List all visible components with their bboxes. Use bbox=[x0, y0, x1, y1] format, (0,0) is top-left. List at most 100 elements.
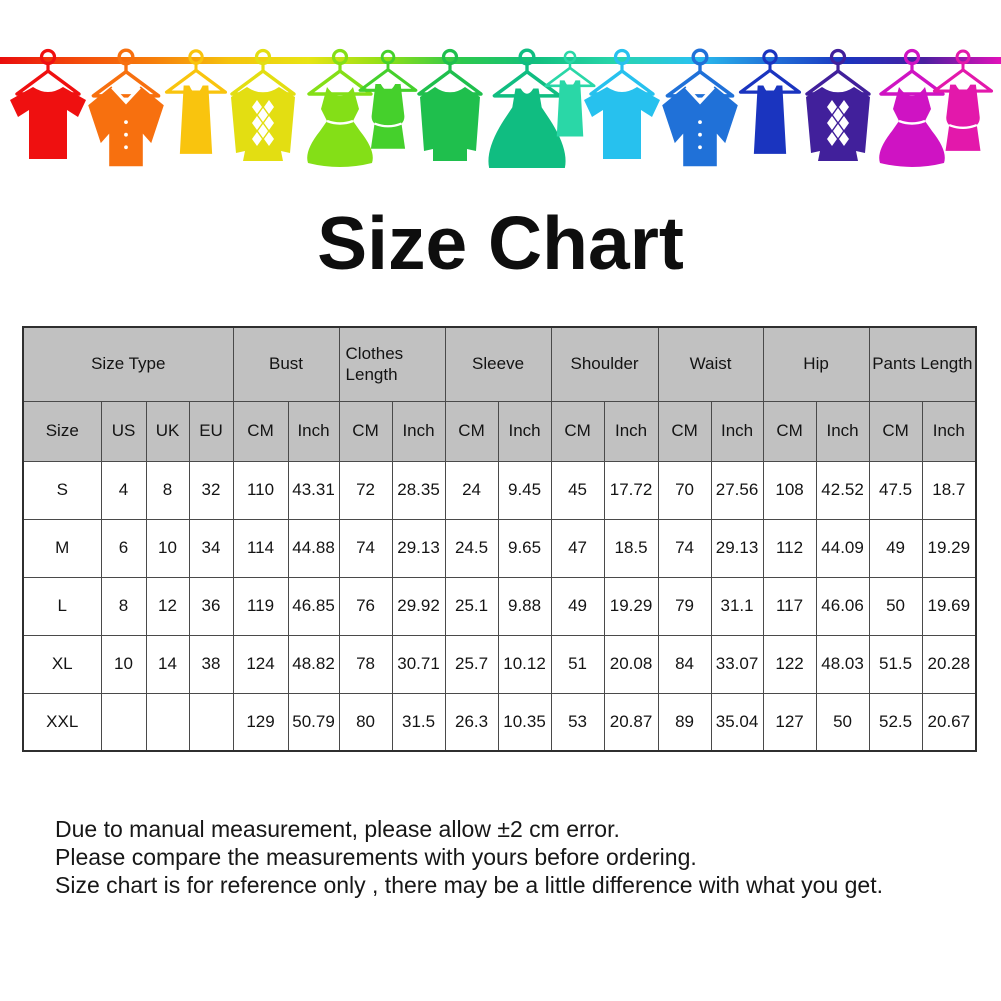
unit-header: Inch bbox=[603, 400, 659, 462]
value-cell: 20.28 bbox=[921, 634, 977, 694]
value-cell: 48.03 bbox=[815, 634, 870, 694]
value-cell: 6 bbox=[100, 518, 147, 578]
argyle-sweater-icon bbox=[231, 51, 295, 162]
value-cell: 4 bbox=[100, 460, 147, 520]
note-line: Please compare the measurements with you… bbox=[55, 844, 697, 870]
value-cell: 24.5 bbox=[444, 518, 499, 578]
table-row: S 4 8 32 110 43.31 72 28.35 24 9.45 45 17.72 70 27.56… bbox=[22, 460, 977, 520]
value-cell: 108 bbox=[762, 460, 817, 520]
value-cell: 36 bbox=[188, 576, 234, 636]
value-cell: 89 bbox=[657, 692, 712, 752]
value-cell: 46.06 bbox=[815, 576, 870, 636]
tshirt-icon bbox=[10, 51, 86, 160]
value-cell: 45 bbox=[550, 460, 605, 520]
mini-dress-icon bbox=[360, 51, 416, 149]
value-cell: 12 bbox=[145, 576, 190, 636]
table-row: L 8 12 36 119 46.85 76 29.92 25.1 9.88 49 19.29 79 31… bbox=[22, 576, 977, 636]
value-cell: 112 bbox=[762, 518, 817, 578]
unit-header: Inch bbox=[815, 400, 870, 462]
value-cell: 110 bbox=[232, 460, 289, 520]
value-cell: 17.72 bbox=[603, 460, 659, 520]
size-label-cell: M bbox=[22, 518, 102, 578]
tank-top-icon bbox=[741, 51, 800, 154]
value-cell: 10 bbox=[145, 518, 190, 578]
value-cell: 47.5 bbox=[868, 460, 923, 520]
value-cell: 44.09 bbox=[815, 518, 870, 578]
value-cell: 25.7 bbox=[444, 634, 499, 694]
column-group-header: Sleeve bbox=[444, 326, 552, 402]
value-cell: 42.52 bbox=[815, 460, 870, 520]
value-cell: 49 bbox=[550, 576, 605, 636]
value-cell: 79 bbox=[657, 576, 712, 636]
note-line: Due to manual measurement, please allow … bbox=[55, 816, 620, 842]
unit-header: Inch bbox=[921, 400, 977, 462]
value-cell: 72 bbox=[338, 460, 393, 520]
value-cell: 10.12 bbox=[497, 634, 552, 694]
table-row: M 6 10 34 114 44.88 74 29.13 24.5 9.65 47 18.5 74 29.… bbox=[22, 518, 977, 578]
value-cell: 10 bbox=[100, 634, 147, 694]
size-label-cell: S bbox=[22, 460, 102, 520]
value-cell: 19.69 bbox=[921, 576, 977, 636]
value-cell: 35.04 bbox=[710, 692, 764, 752]
argyle-sweater-icon bbox=[806, 51, 870, 162]
value-cell: 84 bbox=[657, 634, 712, 694]
value-cell: 18.7 bbox=[921, 460, 977, 520]
unit-header: CM bbox=[868, 400, 923, 462]
value-cell: 20.87 bbox=[603, 692, 659, 752]
size-label-cell: XXL bbox=[22, 692, 102, 752]
value-cell: 49 bbox=[868, 518, 923, 578]
value-cell: 70 bbox=[657, 460, 712, 520]
table-row: XXL 129 50.79 80 31.5 26.3 10.35 53 20.87 89 35.04… bbox=[22, 692, 977, 752]
vneck-dress-icon bbox=[879, 51, 945, 168]
unit-header: CM bbox=[550, 400, 605, 462]
unit-header: Inch bbox=[391, 400, 446, 462]
value-cell: 19.29 bbox=[603, 576, 659, 636]
value-cell: 27.56 bbox=[710, 460, 764, 520]
size-label-cell: XL bbox=[22, 634, 102, 694]
value-cell: 24 bbox=[444, 460, 499, 520]
unit-header: CM bbox=[762, 400, 817, 462]
note-line: Size chart is for reference only , there… bbox=[55, 872, 883, 898]
shirt-icon bbox=[662, 50, 738, 166]
value-cell: 31.5 bbox=[391, 692, 446, 752]
value-cell: 124 bbox=[232, 634, 289, 694]
value-cell: 10.35 bbox=[497, 692, 552, 752]
table-header: Size Type Bust Clothes Length Sleeve Shoulde… bbox=[22, 326, 977, 462]
tshirt-icon bbox=[584, 51, 660, 160]
tank-top-icon bbox=[167, 51, 226, 154]
value-cell: 33.07 bbox=[710, 634, 764, 694]
value-cell: 52.5 bbox=[868, 692, 923, 752]
value-cell: 9.88 bbox=[497, 576, 552, 636]
column-group-header: Waist bbox=[657, 326, 764, 402]
unit-header: CM bbox=[232, 400, 289, 462]
unit-header: Inch bbox=[497, 400, 552, 462]
value-cell: 53 bbox=[550, 692, 605, 752]
value-cell: 19.29 bbox=[921, 518, 977, 578]
value-cell: 14 bbox=[145, 634, 190, 694]
value-cell: 46.85 bbox=[287, 576, 340, 636]
value-cell bbox=[100, 692, 147, 752]
table-body: S 4 8 32 110 43.31 72 28.35 24 9.45 45 17.72 70 27.56… bbox=[22, 460, 977, 752]
value-cell: 76 bbox=[338, 576, 393, 636]
value-cell: 25.1 bbox=[444, 576, 499, 636]
vneck-dress-icon bbox=[307, 51, 373, 168]
value-cell: 47 bbox=[550, 518, 605, 578]
unit-header: UK bbox=[145, 400, 190, 462]
column-group-header: Hip bbox=[762, 326, 870, 402]
column-group-header: Pants Length bbox=[868, 326, 977, 402]
value-cell: 50 bbox=[868, 576, 923, 636]
mini-dress-icon bbox=[934, 51, 991, 151]
sweater-icon bbox=[419, 51, 481, 162]
unit-header: CM bbox=[444, 400, 499, 462]
value-cell: 80 bbox=[338, 692, 393, 752]
size-table: Size Type Bust Clothes Length Sleeve Shoulde… bbox=[22, 326, 978, 752]
shirt-icon bbox=[88, 50, 164, 166]
clothesline-rope bbox=[0, 57, 1001, 64]
value-cell: 18.5 bbox=[603, 518, 659, 578]
value-cell: 29.13 bbox=[710, 518, 764, 578]
value-cell: 51.5 bbox=[868, 634, 923, 694]
value-cell: 50 bbox=[815, 692, 870, 752]
column-group-header: Bust bbox=[232, 326, 340, 402]
unit-header: Inch bbox=[287, 400, 340, 462]
value-cell: 74 bbox=[657, 518, 712, 578]
